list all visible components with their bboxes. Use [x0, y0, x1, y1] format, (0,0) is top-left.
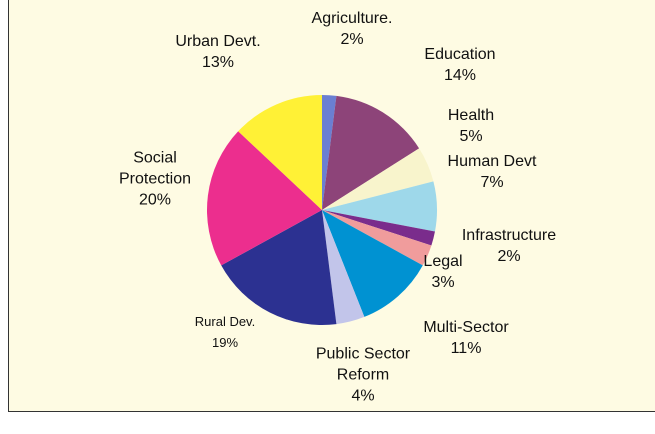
category-label: Multi-Sector: [423, 319, 509, 336]
slice-label: Health 5%: [411, 105, 531, 147]
slice-label: Urban Devt. 13%: [158, 31, 278, 73]
category-label: Health: [447, 107, 495, 124]
pie-slice: [221, 210, 337, 325]
value-label: 2%: [497, 248, 521, 265]
pie-slice: [322, 210, 365, 325]
pie-slice: [322, 210, 432, 266]
value-label: 19%: [211, 335, 239, 350]
slice-label: Agriculture. 2%: [292, 8, 412, 50]
value-label: 5%: [459, 128, 483, 145]
value-label: 11%: [450, 340, 482, 357]
value-label: 20%: [138, 191, 172, 209]
pie-slice: [322, 95, 337, 210]
slice-label: Education 14%: [400, 44, 520, 86]
value-label: 14%: [443, 67, 477, 84]
slice-label: Social Protection 20%: [110, 148, 200, 211]
value-label: 2%: [340, 31, 364, 48]
value-label: 7%: [480, 174, 504, 191]
pie-slice: [322, 210, 423, 317]
category-label: Legal: [423, 253, 463, 270]
value-label: 13%: [201, 54, 235, 71]
pie-slice: [322, 181, 437, 232]
pie-slice: [238, 95, 322, 210]
value-label: 4%: [351, 387, 375, 405]
pie-slice: [322, 210, 435, 246]
category-label: Social Protection: [118, 149, 192, 188]
slice-label: Legal 3%: [403, 251, 483, 293]
pie-slice: [322, 95, 420, 210]
category-label: Urban Devt.: [175, 33, 261, 50]
slice-label: Infrastructure 2%: [444, 225, 574, 267]
value-label: 3%: [431, 274, 455, 291]
category-label: Public Sector Reform: [315, 345, 411, 384]
slice-label: Public Sector Reform 4%: [306, 344, 421, 407]
slice-label: Rural Dev. 19%: [165, 311, 285, 353]
pie-slice: [207, 131, 322, 266]
category-label: Human Devt: [447, 153, 537, 170]
slice-label: Human Devt 7%: [427, 151, 557, 193]
slice-label: Multi-Sector 11%: [401, 317, 531, 359]
pie-slice: [322, 148, 434, 210]
category-label: Education: [424, 46, 496, 63]
category-label: Rural Dev.: [194, 314, 256, 329]
category-label: Agriculture.: [311, 10, 393, 27]
category-label: Infrastructure: [461, 227, 557, 244]
